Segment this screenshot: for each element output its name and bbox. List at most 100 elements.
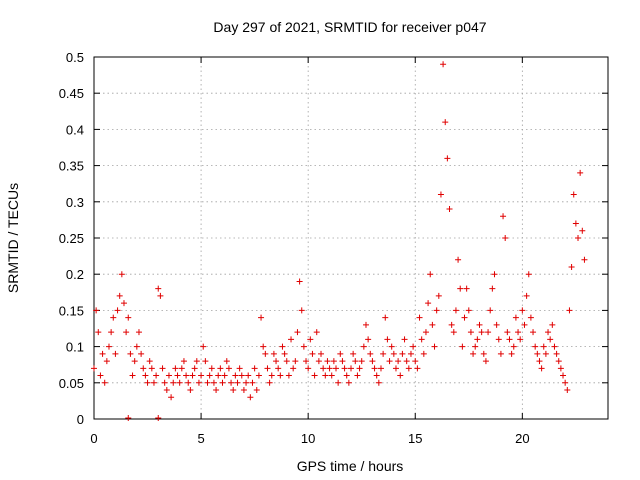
- data-point: [570, 191, 577, 198]
- data-point: [506, 336, 513, 343]
- data-point: [191, 365, 198, 372]
- data-point: [110, 314, 117, 321]
- data-point: [390, 350, 397, 357]
- x-tick-label: 5: [197, 431, 204, 446]
- data-point: [155, 285, 162, 292]
- y-tick-label: 0.45: [59, 86, 84, 101]
- data-point: [500, 213, 507, 220]
- data-point: [135, 329, 142, 336]
- data-point: [112, 350, 119, 357]
- data-point: [187, 387, 194, 394]
- data-point: [425, 300, 432, 307]
- data-point: [99, 350, 106, 357]
- data-point: [485, 329, 492, 336]
- data-point: [384, 336, 391, 343]
- data-point: [258, 314, 265, 321]
- data-point: [185, 379, 192, 386]
- data-point: [369, 358, 376, 365]
- data-point: [362, 321, 369, 328]
- data-point-zero: [125, 415, 132, 421]
- data-point: [354, 372, 361, 379]
- data-point: [410, 343, 417, 350]
- data-point: [313, 329, 320, 336]
- data-point: [277, 372, 284, 379]
- y-tick-label: 0: [77, 412, 84, 427]
- data-point: [322, 372, 329, 379]
- data-point: [365, 336, 372, 343]
- data-point: [547, 336, 554, 343]
- data-point: [350, 350, 357, 357]
- data-point: [150, 379, 157, 386]
- data-point: [318, 350, 325, 357]
- data-point: [208, 365, 215, 372]
- data-point: [480, 350, 487, 357]
- data-point: [118, 271, 125, 278]
- data-point: [577, 169, 584, 176]
- data-point: [170, 379, 177, 386]
- data-point: [275, 365, 282, 372]
- data-point: [429, 321, 436, 328]
- data-point: [579, 227, 586, 234]
- data-point: [557, 365, 564, 372]
- data-point: [422, 329, 429, 336]
- data-point: [549, 321, 556, 328]
- data-point: [129, 372, 136, 379]
- data-point: [270, 350, 277, 357]
- data-point: [198, 372, 205, 379]
- data-point: [515, 329, 522, 336]
- data-point: [519, 307, 526, 314]
- data-point: [551, 343, 558, 350]
- data-point: [399, 350, 406, 357]
- y-tick-label: 0.15: [59, 303, 84, 318]
- data-point: [133, 343, 140, 350]
- data-point: [525, 271, 532, 278]
- data-point: [195, 379, 202, 386]
- data-point: [243, 379, 250, 386]
- data-point: [159, 365, 166, 372]
- data-point: [538, 365, 545, 372]
- data-point: [204, 379, 211, 386]
- data-point: [367, 350, 374, 357]
- x-tick-label: 0: [90, 431, 97, 446]
- y-tick-label: 0.3: [66, 195, 84, 210]
- data-point: [116, 292, 123, 299]
- data-point: [315, 358, 322, 365]
- data-point: [470, 350, 477, 357]
- data-point: [431, 343, 438, 350]
- data-point: [281, 350, 288, 357]
- data-point: [131, 358, 138, 365]
- data-point: [178, 365, 185, 372]
- data-point: [448, 321, 455, 328]
- data-point-zero: [155, 415, 162, 421]
- data-point: [296, 278, 303, 285]
- y-tick-label: 0.25: [59, 231, 84, 246]
- data-point: [189, 372, 196, 379]
- data-point: [95, 329, 102, 336]
- data-point: [375, 379, 382, 386]
- data-point: [230, 387, 237, 394]
- data-point: [572, 220, 579, 227]
- y-tick-label: 0.4: [66, 122, 84, 137]
- data-point: [138, 350, 145, 357]
- data-point: [487, 307, 494, 314]
- data-point: [300, 343, 307, 350]
- data-point: [472, 343, 479, 350]
- data-point: [148, 365, 155, 372]
- data-point: [93, 307, 100, 314]
- data-point: [482, 358, 489, 365]
- data-point: [555, 358, 562, 365]
- data-point: [125, 314, 132, 321]
- data-point: [142, 372, 149, 379]
- data-point: [440, 61, 447, 68]
- data-point: [339, 358, 346, 365]
- data-point: [174, 372, 181, 379]
- data-point: [335, 379, 342, 386]
- data-point: [225, 365, 232, 372]
- data-point: [202, 358, 209, 365]
- data-point: [459, 343, 466, 350]
- data-point: [568, 263, 575, 270]
- data-point: [105, 343, 112, 350]
- data-point: [213, 387, 220, 394]
- data-points: [91, 61, 588, 421]
